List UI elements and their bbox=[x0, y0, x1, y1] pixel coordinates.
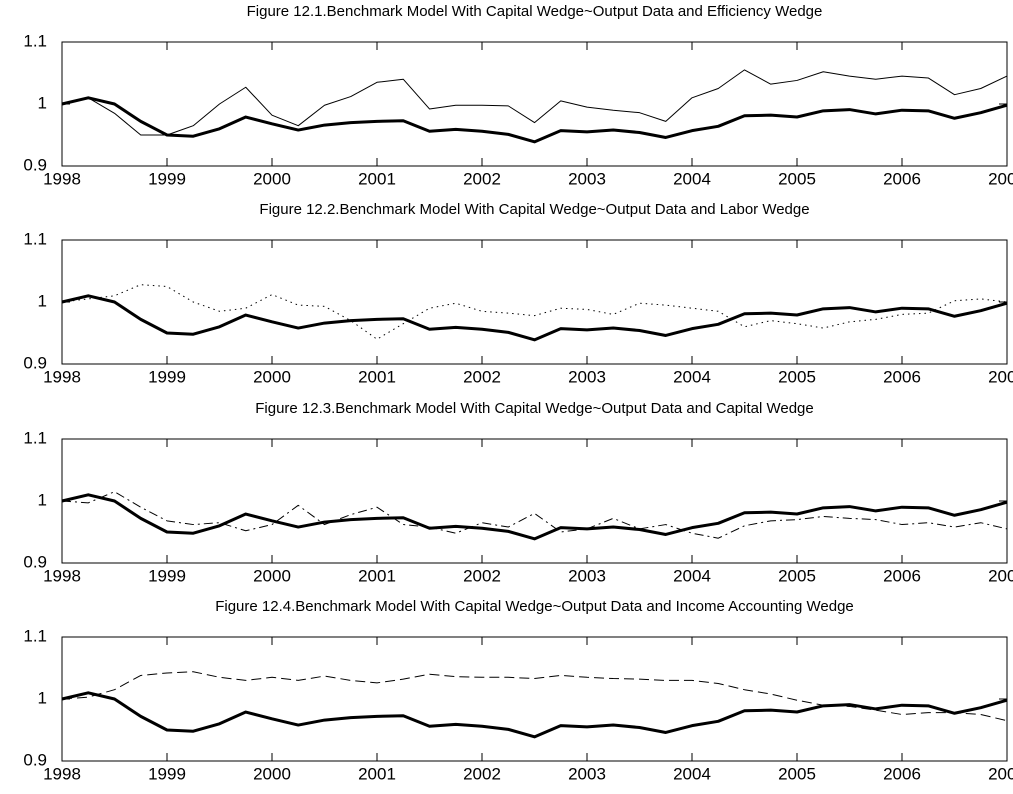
x-tick-label: 2003 bbox=[568, 169, 606, 188]
x-tick-label: 2006 bbox=[883, 764, 921, 783]
x-tick-label: 1998 bbox=[43, 764, 81, 783]
x-tick-label: 2004 bbox=[673, 764, 711, 783]
axes-box bbox=[61, 438, 1008, 564]
series-line bbox=[61, 491, 1008, 539]
x-tick-label: 2001 bbox=[358, 169, 396, 188]
x-tick-label: 1999 bbox=[148, 764, 186, 783]
y-tick-label: 1.1 bbox=[23, 229, 47, 248]
series-line bbox=[61, 671, 1008, 722]
x-tick-label: 2002 bbox=[463, 764, 501, 783]
y-tick-label: 0.9 bbox=[23, 353, 47, 372]
x-tick-label: 2006 bbox=[883, 566, 921, 585]
axes-box bbox=[61, 41, 1008, 167]
x-tick-label: 2004 bbox=[673, 169, 711, 188]
x-tick-label: 2003 bbox=[568, 764, 606, 783]
x-tick-label: 2002 bbox=[463, 566, 501, 585]
chart-title: Figure 12.1.Benchmark Model With Capital… bbox=[247, 3, 823, 20]
axes-box bbox=[61, 239, 1008, 365]
x-tick-label: 2005 bbox=[778, 169, 816, 188]
x-tick-label: 2005 bbox=[778, 566, 816, 585]
x-tick-label: 2000 bbox=[253, 764, 291, 783]
x-tick-label: 2004 bbox=[673, 367, 711, 386]
x-tick-label: 1998 bbox=[43, 566, 81, 585]
x-tick-label: 1998 bbox=[43, 367, 81, 386]
series-line bbox=[61, 69, 1008, 136]
x-tick-label: 2000 bbox=[253, 169, 291, 188]
x-tick-label: 2005 bbox=[778, 367, 816, 386]
y-tick-label: 1.1 bbox=[23, 626, 47, 645]
y-tick-label: 1 bbox=[38, 688, 47, 707]
y-tick-label: 0.9 bbox=[23, 750, 47, 769]
x-tick-label: 2007 bbox=[988, 566, 1013, 585]
y-tick-label: 0.9 bbox=[23, 155, 47, 174]
series-line bbox=[61, 691, 1008, 739]
series-line bbox=[61, 493, 1008, 541]
x-tick-label: 1999 bbox=[148, 169, 186, 188]
chart-title: Figure 12.2.Benchmark Model With Capital… bbox=[259, 201, 809, 218]
x-tick-label: 1999 bbox=[148, 566, 186, 585]
chart-title: Figure 12.4.Benchmark Model With Capital… bbox=[215, 598, 854, 615]
x-tick-label: 2000 bbox=[253, 566, 291, 585]
x-tick-label: 2003 bbox=[568, 566, 606, 585]
x-tick-label: 2003 bbox=[568, 367, 606, 386]
series-line bbox=[61, 96, 1008, 144]
x-tick-label: 2005 bbox=[778, 764, 816, 783]
x-tick-label: 2004 bbox=[673, 566, 711, 585]
x-tick-label: 1999 bbox=[148, 367, 186, 386]
x-tick-label: 2001 bbox=[358, 764, 396, 783]
y-tick-label: 1 bbox=[38, 93, 47, 112]
y-tick-label: 1.1 bbox=[23, 428, 47, 447]
chart-title: Figure 12.3.Benchmark Model With Capital… bbox=[255, 400, 814, 417]
y-tick-label: 0.9 bbox=[23, 552, 47, 571]
x-tick-label: 2007 bbox=[988, 367, 1013, 386]
series-line bbox=[61, 284, 1008, 340]
y-tick-label: 1 bbox=[38, 291, 47, 310]
x-tick-label: 2006 bbox=[883, 367, 921, 386]
x-tick-label: 2001 bbox=[358, 566, 396, 585]
x-tick-label: 2007 bbox=[988, 169, 1013, 188]
x-tick-label: 2007 bbox=[988, 764, 1013, 783]
x-tick-label: 2006 bbox=[883, 169, 921, 188]
y-tick-label: 1 bbox=[38, 490, 47, 509]
series-line bbox=[61, 294, 1008, 342]
x-tick-label: 2002 bbox=[463, 367, 501, 386]
axes-box bbox=[61, 636, 1008, 762]
x-tick-label: 2000 bbox=[253, 367, 291, 386]
y-tick-label: 1.1 bbox=[23, 31, 47, 50]
x-tick-label: 2001 bbox=[358, 367, 396, 386]
x-tick-label: 1998 bbox=[43, 169, 81, 188]
x-tick-label: 2002 bbox=[463, 169, 501, 188]
